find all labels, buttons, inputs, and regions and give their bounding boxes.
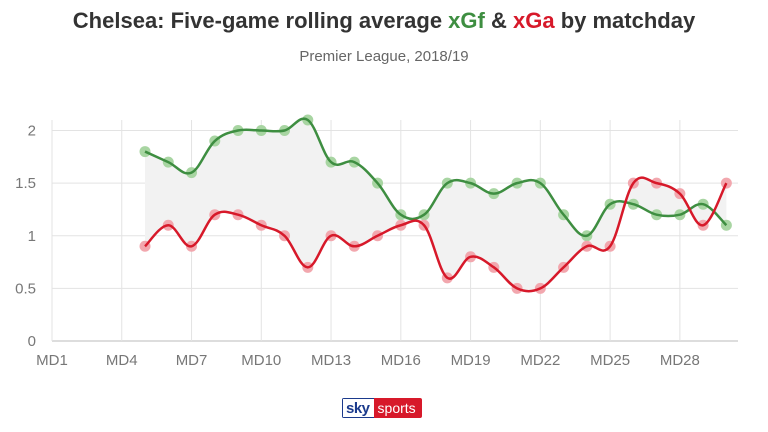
y-tick-label: 2 <box>28 123 36 140</box>
logo-sports: sports <box>373 398 422 418</box>
title-prefix: Chelsea: Five-game rolling average <box>72 8 449 33</box>
xga-series-line <box>144 176 728 293</box>
xgf-series-line <box>144 117 728 238</box>
title-xga: xGa <box>512 8 555 33</box>
x-tick-label: MD7 <box>176 352 208 369</box>
title-suffix: by matchday <box>554 8 696 33</box>
x-tick-label: MD13 <box>311 352 351 369</box>
gap-fill-area <box>145 118 727 292</box>
y-tick-label: 0 <box>28 333 36 350</box>
line-layer <box>144 117 728 293</box>
x-tick-label: MD28 <box>660 352 700 369</box>
x-tick-label: MD22 <box>520 352 560 369</box>
title-amp: & <box>484 8 513 33</box>
x-tick-label: MD19 <box>451 352 491 369</box>
x-tick-label: MD10 <box>241 352 281 369</box>
title-xgf: xGf <box>448 8 485 33</box>
y-tick-label: 0.5 <box>15 280 36 297</box>
gap-fill-layer <box>145 118 727 292</box>
x-tick-label: MD25 <box>590 352 630 369</box>
y-tick-label: 1 <box>28 228 36 245</box>
sky-sports-logo: sky sports <box>342 398 422 418</box>
chart-title: Chelsea: Five-game rolling average xGf &… <box>0 8 768 34</box>
tick-label-layer: 0 0.5 1 1.5 2 MD1 MD4 MD7 MD10 MD13 MD16 MD19 MD22 MD… <box>15 123 700 369</box>
logo-sky: sky <box>342 398 374 418</box>
y-tick-label: 1.5 <box>15 175 36 192</box>
x-tick-label: MD16 <box>381 352 421 369</box>
x-tick-label: MD1 <box>36 352 68 369</box>
chart-subtitle: Premier League, 2018/19 <box>299 48 469 65</box>
x-tick-label: MD4 <box>106 352 138 369</box>
